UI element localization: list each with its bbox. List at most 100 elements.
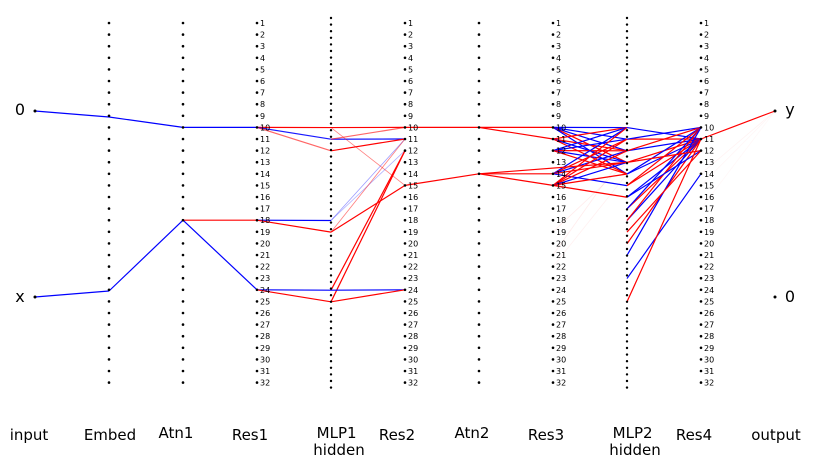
res3-node-label-21: 21 bbox=[556, 251, 566, 260]
embed-node-10 bbox=[107, 126, 111, 129]
mlp2-unit-18 bbox=[625, 129, 629, 132]
atn1-node-17 bbox=[181, 207, 185, 210]
mlp2-unit-1 bbox=[625, 16, 629, 20]
atn1-node-30 bbox=[181, 358, 185, 361]
column-label-res3: Res3 bbox=[528, 426, 564, 444]
res4-node-8 bbox=[699, 102, 703, 106]
embed-node-19 bbox=[107, 230, 111, 234]
edge-80 bbox=[626, 150, 702, 198]
res2-node-label-25: 25 bbox=[408, 297, 418, 306]
embed-node-30 bbox=[107, 358, 111, 361]
atn2-node-5 bbox=[477, 68, 481, 71]
edge-60 bbox=[552, 173, 628, 267]
res1-node-30 bbox=[255, 358, 259, 361]
mlp2-unit-43 bbox=[625, 294, 629, 297]
mlp2-unit-37 bbox=[625, 254, 629, 257]
mlp2-unit-52 bbox=[625, 353, 629, 356]
res2-node-label-14: 14 bbox=[408, 170, 418, 179]
res4-node-label-18: 18 bbox=[704, 216, 714, 225]
res3-node-9 bbox=[551, 114, 555, 118]
res1-node-label-30: 30 bbox=[260, 355, 270, 364]
res4-node-19 bbox=[699, 230, 703, 234]
atn1-node-15 bbox=[181, 184, 185, 187]
res3-node-23 bbox=[551, 276, 555, 280]
res1-node-label-32: 32 bbox=[260, 379, 270, 388]
column-label-res4: Res4 bbox=[676, 426, 712, 444]
mlp1-unit-40 bbox=[329, 274, 333, 277]
res3-node-label-25: 25 bbox=[556, 297, 566, 306]
res3-node-25 bbox=[551, 300, 555, 303]
res4-node-24 bbox=[699, 288, 703, 292]
mlp2-unit-49 bbox=[625, 333, 629, 336]
atn1-node-4 bbox=[181, 56, 185, 60]
res4-node-5 bbox=[699, 68, 703, 71]
atn1-node-2 bbox=[181, 33, 185, 36]
res3-node-5 bbox=[551, 68, 555, 71]
res3-node-label-9: 9 bbox=[556, 112, 561, 121]
mlp2-unit-15 bbox=[625, 109, 629, 112]
res2-node-16 bbox=[403, 195, 407, 199]
mlp1-unit-25 bbox=[329, 175, 333, 178]
res3-node-31 bbox=[551, 369, 555, 373]
res2-node-15 bbox=[403, 184, 407, 187]
atn1-node-32 bbox=[181, 381, 185, 384]
mlp2-unit-40 bbox=[625, 274, 629, 277]
res4-node-17 bbox=[699, 207, 703, 210]
mlp2-unit-17 bbox=[625, 122, 629, 125]
mlp2-unit-45 bbox=[625, 307, 629, 310]
edge-13 bbox=[256, 289, 332, 303]
mlp1-unit-56 bbox=[329, 379, 333, 383]
embed-node-17 bbox=[107, 207, 111, 210]
res4-node-18 bbox=[699, 218, 703, 222]
res3-node-label-3: 3 bbox=[556, 42, 561, 51]
atn2-node-6 bbox=[477, 79, 481, 83]
res2-node-label-22: 22 bbox=[408, 263, 418, 272]
mlp1-unit-35 bbox=[329, 241, 333, 244]
atn2-node-22 bbox=[477, 265, 481, 268]
mlp2-unit-36 bbox=[625, 247, 629, 251]
res1-node-7 bbox=[255, 91, 259, 94]
atn1-node-27 bbox=[181, 323, 185, 326]
res2-node-18 bbox=[403, 218, 407, 222]
res1-node-label-21: 21 bbox=[260, 251, 270, 260]
atn2-node-10 bbox=[477, 126, 481, 129]
res2-node-17 bbox=[403, 207, 407, 210]
res1-node-label-4: 4 bbox=[260, 54, 265, 63]
res3-node-29 bbox=[551, 346, 555, 350]
atn1-node-26 bbox=[181, 311, 185, 315]
res1-node-21 bbox=[255, 253, 259, 257]
mlp1-unit-36 bbox=[329, 247, 333, 251]
atn1-node-22 bbox=[181, 265, 185, 268]
mlp2-label-line1: MLP2 bbox=[613, 424, 653, 442]
res1-node-14 bbox=[255, 172, 259, 176]
mlp2-unit-16 bbox=[625, 115, 629, 119]
mlp1-unit-27 bbox=[329, 188, 333, 191]
res1-node-label-12: 12 bbox=[260, 147, 270, 156]
edge-81 bbox=[626, 150, 702, 233]
column-label-output: output bbox=[751, 426, 801, 444]
res2-node-label-18: 18 bbox=[408, 216, 418, 225]
edge-57 bbox=[552, 184, 628, 198]
res4-node-label-13: 13 bbox=[704, 158, 714, 167]
res1-node-29 bbox=[255, 346, 259, 350]
res2-node-label-9: 9 bbox=[408, 112, 413, 121]
res1-node-label-1: 1 bbox=[260, 19, 265, 28]
embed-node-13 bbox=[107, 160, 111, 164]
res1-node-8 bbox=[255, 102, 259, 106]
res1-node-28 bbox=[255, 334, 259, 338]
column-label-atn2: Atn2 bbox=[455, 424, 490, 442]
mlp1-unit-52 bbox=[329, 353, 333, 356]
res4-node-label-28: 28 bbox=[704, 332, 714, 341]
res1-node-label-7: 7 bbox=[260, 89, 265, 98]
mlp2-unit-28 bbox=[625, 195, 629, 198]
mlp1-unit-44 bbox=[329, 300, 333, 303]
res2-node-10 bbox=[403, 126, 407, 129]
edge-55 bbox=[552, 161, 628, 186]
res1-node-label-11: 11 bbox=[260, 135, 270, 144]
embed-node-32 bbox=[107, 381, 111, 384]
embed-node-15 bbox=[107, 184, 111, 187]
mlp2-unit-39 bbox=[625, 267, 629, 270]
res3-node-14 bbox=[551, 172, 555, 176]
atn2-node-31 bbox=[477, 369, 481, 373]
res1-node-label-26: 26 bbox=[260, 309, 270, 318]
